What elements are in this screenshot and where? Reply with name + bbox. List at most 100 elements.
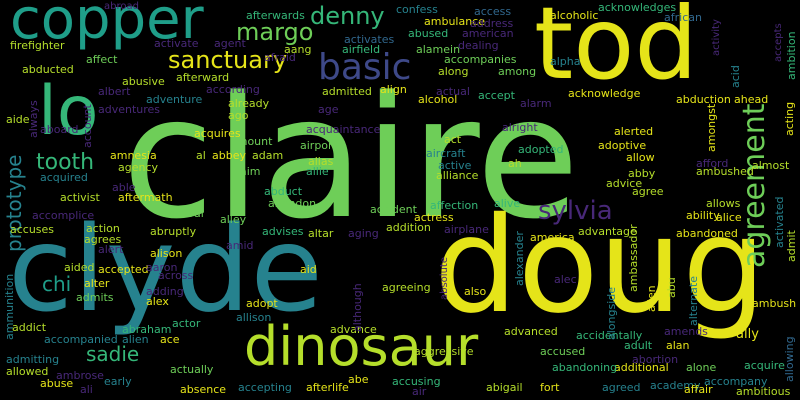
word-alongside: alongside xyxy=(605,286,618,340)
word-america: america xyxy=(530,231,575,244)
word-acid: acid xyxy=(729,65,742,88)
word-aggressive: aggressive xyxy=(414,345,474,358)
word-accept: accept xyxy=(478,89,515,102)
word-abduct: abduct xyxy=(264,185,303,198)
word-active: active xyxy=(438,159,472,172)
word-accomplice: accomplice xyxy=(32,209,95,222)
word-admits: admits xyxy=(76,291,114,304)
word-amount: amount xyxy=(230,135,273,148)
word-action: action xyxy=(86,222,120,235)
word-affair: affair xyxy=(684,383,713,396)
word-activist: activist xyxy=(60,191,100,204)
word-ambush: ambush xyxy=(752,297,797,310)
word-accidentally: accidentally xyxy=(576,329,643,342)
word-adventure: adventure xyxy=(146,93,203,106)
word-afterwards: afterwards xyxy=(246,9,305,22)
word-also: also xyxy=(464,285,487,298)
word-admiral: admiral xyxy=(162,207,204,220)
word-align: align xyxy=(380,83,407,96)
word-allie: allie xyxy=(306,165,329,178)
word-access: access xyxy=(474,5,512,18)
word-able: able xyxy=(112,181,136,194)
word-amends: amends xyxy=(664,325,708,338)
word-admitting: admitting xyxy=(6,353,60,366)
word-abigail: abigail xyxy=(486,381,523,394)
word-abduction: abduction xyxy=(676,93,731,106)
word-alive: alive xyxy=(494,197,521,210)
word-airfield: airfield xyxy=(342,43,381,56)
word-dealing: dealing xyxy=(458,39,499,52)
word-abraham: abraham xyxy=(122,323,172,336)
word-accepts: accepts xyxy=(773,23,784,62)
word-ambushed: ambushed xyxy=(696,165,754,178)
word-almost: almost xyxy=(752,159,790,172)
word-adopted: adopted xyxy=(518,143,564,156)
word-afford: afford xyxy=(696,157,729,170)
word-amid: amid xyxy=(226,239,254,252)
word-allows: allows xyxy=(706,197,741,210)
word-agrees: agrees xyxy=(84,233,122,246)
word-early: early xyxy=(104,375,132,388)
word-agency: agency xyxy=(118,161,159,174)
word-abroad: abroad xyxy=(104,1,139,12)
word-acquired: acquired xyxy=(40,171,88,184)
word-aging: aging xyxy=(348,227,379,240)
word-alcoholic: alcoholic xyxy=(550,9,599,22)
word-ah: ah xyxy=(508,157,522,170)
word-abuse: abuse xyxy=(40,377,74,390)
word-ahead: ahead xyxy=(734,93,769,106)
word-prototype: prototype xyxy=(2,154,26,252)
word-absolute: absolute xyxy=(439,257,450,300)
word-accuses: accuses xyxy=(10,223,55,236)
word-abe: abe xyxy=(348,373,369,386)
word-abandoned: abandoned xyxy=(676,227,738,240)
word-albert: albert xyxy=(98,85,131,98)
word-acknowledge: acknowledge xyxy=(568,87,641,100)
word-aaron: aaron xyxy=(146,261,178,274)
word-aim: aim xyxy=(240,165,261,178)
word-accompanied: accompanied xyxy=(44,333,118,346)
word-acknowledges: acknowledges xyxy=(598,1,677,14)
word-alpha: alpha xyxy=(550,55,581,68)
word-alarm: alarm xyxy=(520,97,552,110)
word-sylvia: sylvia xyxy=(538,196,613,226)
word-alison: alison xyxy=(150,247,183,260)
word-ambulance: ambulance xyxy=(424,15,485,28)
word-alter: alter xyxy=(84,277,110,290)
word-accepting: accepting xyxy=(238,381,292,394)
word-airport: airport xyxy=(300,139,337,152)
word-advice: advice xyxy=(606,177,643,190)
word-agreeing: agreeing xyxy=(382,281,431,294)
word-alcohol: alcohol xyxy=(418,93,458,106)
word-altar: altar xyxy=(308,227,334,240)
word-airplane: airplane xyxy=(444,223,489,236)
word-firefighter: firefighter xyxy=(10,39,65,52)
word-ago: ago xyxy=(228,109,249,122)
word-abruptly: abruptly xyxy=(150,225,197,238)
word-acquire: acquire xyxy=(744,359,785,372)
word-according: according xyxy=(206,83,260,96)
word-accused: accused xyxy=(540,345,586,358)
word-claire: claire xyxy=(122,60,580,256)
word-ability: ability xyxy=(686,209,720,222)
word-actor: actor xyxy=(172,317,201,330)
word-aided: aided xyxy=(64,261,95,274)
word-along: along xyxy=(438,65,469,78)
word-ambassador: ambassador xyxy=(627,224,640,292)
word-agreed: agreed xyxy=(602,381,641,394)
word-across: across xyxy=(158,269,194,282)
word-acquaintance: acquaintance xyxy=(306,123,381,136)
word-ali: ali xyxy=(80,383,93,396)
word-advanced: advanced xyxy=(504,325,558,338)
word-amongst: amongst xyxy=(705,103,718,152)
word-aide: aide xyxy=(6,113,30,126)
word-ally: ally xyxy=(736,327,759,342)
word-already: already xyxy=(228,97,270,110)
word-adding: adding xyxy=(146,285,184,298)
word-aid: aid xyxy=(300,263,317,276)
word-african: african xyxy=(664,11,702,24)
word-dinosaur: dinosaur xyxy=(244,315,479,378)
word-admitted: admitted xyxy=(322,85,372,98)
word-advantage: advantage xyxy=(578,225,637,238)
